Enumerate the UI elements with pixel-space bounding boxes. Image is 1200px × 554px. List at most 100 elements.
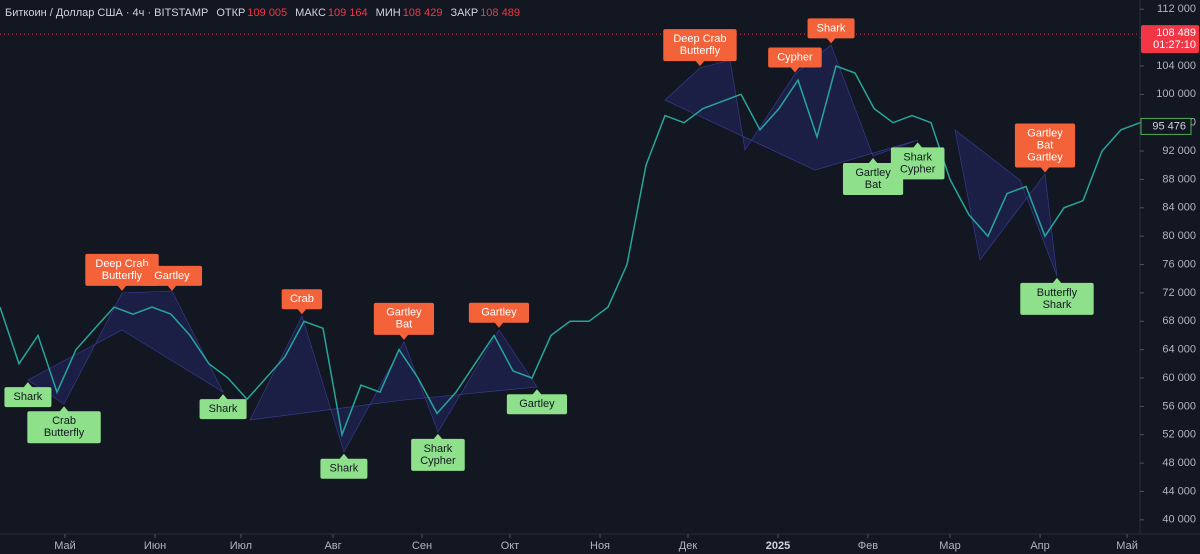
quote-value: 109 164	[328, 7, 368, 19]
x-tick-label: Июн	[144, 540, 166, 552]
pattern-label-pointer	[694, 60, 705, 67]
pattern-label-box	[199, 399, 247, 420]
pattern-label-pointer	[493, 321, 504, 328]
pattern-label-pointer	[1051, 277, 1062, 284]
pattern-label-text: Crab	[290, 293, 314, 305]
pattern-label-pointer	[338, 453, 349, 460]
pattern-area	[954, 129, 1058, 277]
pattern-label-pointer	[531, 389, 542, 396]
y-tick-label: 48 000	[1162, 457, 1196, 469]
y-tick-label: 80 000	[1162, 230, 1196, 242]
pattern-label: Cypher	[768, 47, 822, 73]
pattern-label-box	[281, 289, 323, 310]
chart-title: Биткоин / Доллар США · 4ч · BITSTAMP	[5, 7, 208, 19]
pattern-label-box	[663, 29, 737, 62]
y-tick-label: 56 000	[1162, 400, 1196, 412]
y-tick-label: 68 000	[1162, 315, 1196, 327]
pattern-label-pointer	[868, 158, 879, 165]
x-tick-label: Окт	[501, 540, 520, 552]
quote-value: 109 005	[247, 7, 287, 19]
pattern-label-text: Gartley	[386, 307, 422, 319]
pattern-label-pointer	[59, 406, 70, 413]
x-tick-label: Сен	[412, 540, 432, 552]
pattern-label-text: Shark	[1043, 299, 1072, 311]
pattern-label-box	[27, 411, 101, 444]
quote-value: 108 489	[480, 7, 520, 19]
y-tick-label: 64 000	[1162, 344, 1196, 356]
pattern-label-text: Gartley	[481, 307, 517, 319]
y-tick-label: 60 000	[1162, 372, 1196, 384]
x-tick-label: Май	[1116, 540, 1138, 552]
y-tick-label: 88 000	[1162, 173, 1196, 185]
y-tick-label: 72 000	[1162, 287, 1196, 299]
price-line	[0, 65, 1141, 438]
quote-value: 108 429	[403, 7, 443, 19]
pattern-label-text: Gartley	[519, 398, 555, 410]
pattern-label-pointer	[296, 308, 307, 315]
quote-label: МИН	[376, 7, 401, 19]
pattern-label-box	[373, 302, 435, 335]
pattern-label-text: Shark	[330, 463, 359, 475]
x-tick-label: 2025	[766, 540, 790, 552]
quote-label: МАКС	[295, 7, 326, 19]
x-tick-label: Фев	[858, 540, 878, 552]
x-tick-label: Ноя	[590, 540, 610, 552]
pattern-label-box	[320, 458, 368, 479]
pattern-label-box	[468, 302, 530, 323]
pattern-label: Shark	[320, 453, 368, 479]
x-tick-label: Дек	[679, 540, 698, 552]
pattern-shapes	[27, 44, 1058, 453]
last-price-label: 108 489	[1156, 27, 1196, 39]
pattern-label-pointer	[826, 37, 837, 44]
y-tick-label: 52 000	[1162, 429, 1196, 441]
pattern-label-text: Bat	[396, 319, 413, 331]
pattern-label-box	[807, 18, 855, 39]
marker-price-tag	[1140, 117, 1192, 135]
x-tick-label: Июл	[230, 540, 252, 552]
pattern-label-pointer	[432, 433, 443, 440]
quote-label: ЗАКР	[450, 7, 478, 19]
x-tick-label: Май	[54, 540, 76, 552]
pattern-label-box	[411, 438, 465, 471]
pattern-area	[249, 315, 538, 453]
pattern-label-text: Gartley	[855, 167, 891, 179]
pattern-label-pointer	[116, 284, 127, 291]
y-tick-label: 44 000	[1162, 485, 1196, 497]
quote-label: ОТКР	[216, 7, 245, 19]
pattern-label-pointer	[166, 284, 177, 291]
pattern-label-text: Crab	[52, 415, 76, 427]
pattern-label-box	[842, 163, 904, 196]
pattern-label-box	[4, 387, 52, 408]
pattern-label-text: Bat	[865, 179, 882, 191]
pattern-label-text: Bat	[1037, 139, 1054, 151]
y-tick-label: 104 000	[1156, 60, 1196, 72]
pattern-label: Shark	[199, 394, 247, 420]
marker-price-label: 95 476	[1152, 120, 1186, 132]
pattern-label-text: Cypher	[900, 163, 936, 175]
countdown: 01:27:10	[1153, 39, 1196, 51]
pattern-label-box	[890, 147, 945, 180]
y-tick-label: 40 000	[1162, 514, 1196, 526]
pattern-label-pointer	[398, 333, 409, 340]
pattern-label-text: Gartley	[1027, 151, 1063, 163]
pattern-label-box	[141, 265, 203, 286]
pattern-label-text: Shark	[209, 403, 238, 415]
y-tick-label: 92 000	[1162, 145, 1196, 157]
pattern-label-box	[768, 47, 822, 68]
x-tick-label: Мар	[939, 540, 961, 552]
pattern-label-box	[1020, 282, 1094, 315]
pattern-label-text: Butterfly	[1037, 287, 1078, 299]
pattern-label-text: Cypher	[420, 455, 456, 467]
pattern-label-pointer	[912, 142, 923, 149]
pattern-label-text: Deep Crab	[673, 33, 726, 45]
pattern-label-text: Shark	[903, 151, 932, 163]
